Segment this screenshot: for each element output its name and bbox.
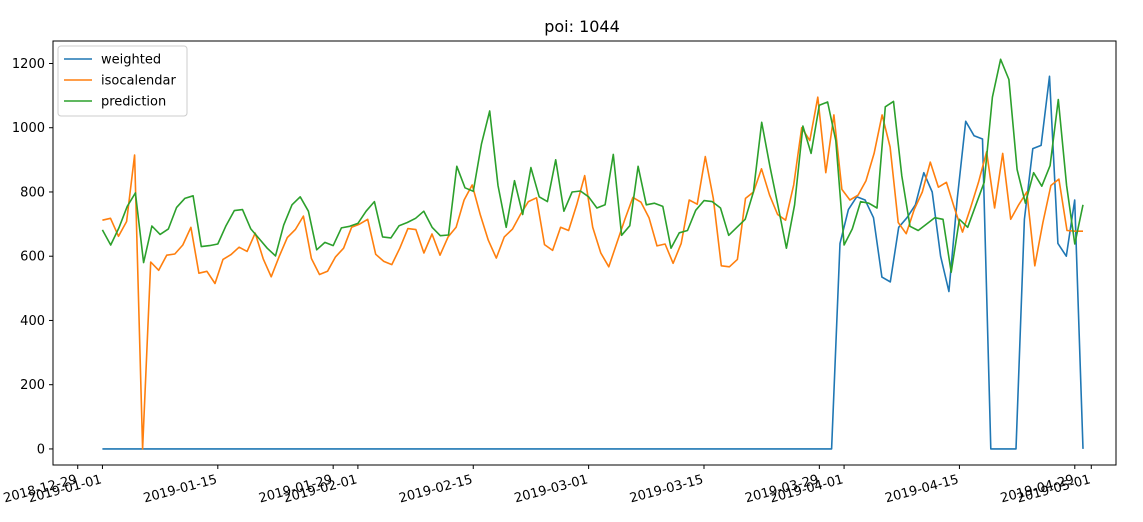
x-tick-label: 2019-03-15 (628, 472, 705, 506)
x-tick-label: 2019-04-15 (884, 472, 961, 506)
y-tick-label: 0 (37, 442, 45, 457)
y-tick-label: 1000 (12, 121, 45, 136)
y-tick-label: 400 (20, 314, 45, 329)
y-tick-label: 800 (20, 185, 45, 200)
y-axis: 0 200 400 600 800 1000 1200 (12, 57, 53, 457)
x-tick-label: 2019-01-15 (142, 472, 219, 506)
plot-lines (101, 58, 1084, 450)
chart-title: poi: 1044 (544, 17, 620, 36)
x-tick-label: 2019-03-01 (513, 472, 590, 506)
y-tick-label: 200 (20, 378, 45, 393)
y-tick-label: 1200 (12, 57, 45, 72)
series-line-0 (102, 75, 1084, 450)
legend-label-1: isocalendar (101, 74, 177, 89)
legend-box (57, 45, 188, 117)
plot-frame (52, 40, 1117, 466)
y-tick-label: 600 (20, 250, 45, 265)
series-line-1 (102, 96, 1083, 450)
series-line-2 (101, 58, 1084, 274)
x-tick-label: 2019-02-15 (397, 472, 474, 506)
legend: weighted isocalendar prediction (57, 45, 188, 117)
legend-label-0: weighted (101, 53, 161, 68)
legend-label-2: prediction (101, 95, 166, 110)
